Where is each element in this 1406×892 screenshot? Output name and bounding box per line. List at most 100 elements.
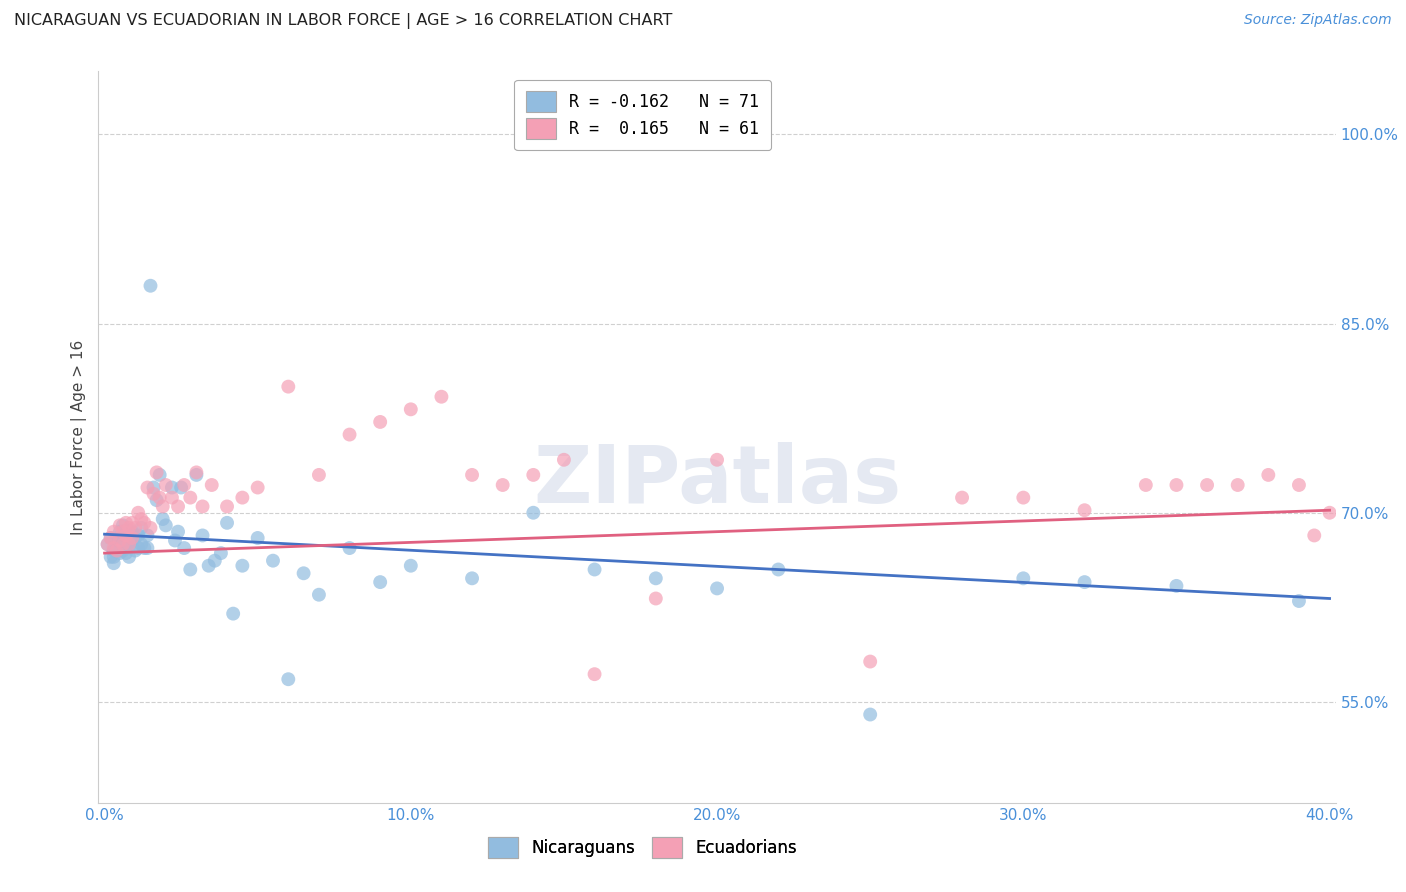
Point bbox=[644, 571, 666, 585]
Point bbox=[1257, 467, 1279, 482]
Point bbox=[145, 466, 167, 480]
Point bbox=[111, 531, 134, 545]
Point bbox=[522, 467, 544, 482]
Point bbox=[167, 500, 190, 514]
Point bbox=[553, 452, 575, 467]
Point bbox=[292, 566, 315, 581]
Point bbox=[105, 531, 128, 545]
Point bbox=[121, 516, 143, 530]
Point bbox=[115, 516, 138, 530]
Point bbox=[103, 524, 125, 539]
Point bbox=[277, 379, 299, 393]
Point bbox=[277, 672, 299, 686]
Text: Source: ZipAtlas.com: Source: ZipAtlas.com bbox=[1244, 13, 1392, 28]
Point bbox=[108, 537, 131, 551]
Point bbox=[129, 521, 152, 535]
Point bbox=[129, 537, 152, 551]
Point bbox=[111, 543, 134, 558]
Point bbox=[583, 667, 606, 681]
Point bbox=[103, 543, 125, 558]
Point bbox=[430, 390, 453, 404]
Point bbox=[262, 554, 284, 568]
Legend: Nicaraguans, Ecuadorians: Nicaraguans, Ecuadorians bbox=[478, 827, 807, 868]
Point bbox=[115, 528, 138, 542]
Point bbox=[706, 582, 728, 596]
Point bbox=[108, 546, 131, 560]
Point bbox=[215, 516, 238, 530]
Point bbox=[308, 588, 330, 602]
Point bbox=[191, 528, 214, 542]
Point bbox=[160, 491, 183, 505]
Point bbox=[149, 491, 172, 505]
Point bbox=[118, 524, 141, 539]
Point bbox=[186, 466, 208, 480]
Point bbox=[191, 500, 214, 514]
Point bbox=[136, 528, 159, 542]
Point bbox=[152, 512, 174, 526]
Point bbox=[118, 537, 141, 551]
Point bbox=[173, 478, 195, 492]
Point bbox=[142, 487, 165, 501]
Point bbox=[186, 467, 208, 482]
Point bbox=[1288, 594, 1310, 608]
Point bbox=[706, 452, 728, 467]
Point bbox=[103, 541, 125, 555]
Point bbox=[108, 533, 131, 548]
Point bbox=[145, 493, 167, 508]
Point bbox=[136, 481, 159, 495]
Point bbox=[339, 541, 361, 555]
Point bbox=[167, 524, 190, 539]
Point bbox=[124, 531, 146, 545]
Point bbox=[1303, 528, 1326, 542]
Point bbox=[108, 518, 131, 533]
Point bbox=[142, 481, 165, 495]
Point bbox=[201, 478, 224, 492]
Point bbox=[583, 562, 606, 576]
Point bbox=[121, 531, 143, 545]
Point bbox=[1166, 579, 1188, 593]
Point bbox=[231, 558, 253, 573]
Point bbox=[368, 575, 391, 590]
Point bbox=[103, 556, 125, 570]
Point bbox=[111, 524, 134, 539]
Point bbox=[139, 278, 162, 293]
Point bbox=[115, 546, 138, 560]
Point bbox=[121, 524, 143, 539]
Text: NICARAGUAN VS ECUADORIAN IN LABOR FORCE | AGE > 16 CORRELATION CHART: NICARAGUAN VS ECUADORIAN IN LABOR FORCE … bbox=[14, 13, 672, 29]
Point bbox=[134, 516, 156, 530]
Point bbox=[1319, 506, 1341, 520]
Point bbox=[121, 533, 143, 548]
Point bbox=[115, 524, 138, 539]
Point bbox=[209, 546, 232, 560]
Point bbox=[246, 531, 269, 545]
Point bbox=[222, 607, 245, 621]
Point bbox=[1073, 503, 1095, 517]
Point bbox=[859, 707, 882, 722]
Point bbox=[100, 531, 122, 545]
Point bbox=[1226, 478, 1249, 492]
Point bbox=[100, 531, 122, 545]
Point bbox=[118, 537, 141, 551]
Point bbox=[1012, 491, 1035, 505]
Point bbox=[149, 467, 172, 482]
Point bbox=[111, 518, 134, 533]
Point bbox=[173, 541, 195, 555]
Point bbox=[155, 518, 177, 533]
Point bbox=[139, 521, 162, 535]
Point bbox=[118, 549, 141, 564]
Point bbox=[170, 481, 193, 495]
Point bbox=[111, 537, 134, 551]
Point bbox=[127, 506, 149, 520]
Point bbox=[197, 558, 219, 573]
Point bbox=[399, 558, 422, 573]
Point bbox=[127, 541, 149, 555]
Point bbox=[950, 491, 973, 505]
Point bbox=[179, 562, 201, 576]
Point bbox=[215, 500, 238, 514]
Point bbox=[97, 537, 120, 551]
Point bbox=[859, 655, 882, 669]
Point bbox=[339, 427, 361, 442]
Point bbox=[100, 549, 122, 564]
Point bbox=[124, 543, 146, 558]
Point bbox=[163, 533, 186, 548]
